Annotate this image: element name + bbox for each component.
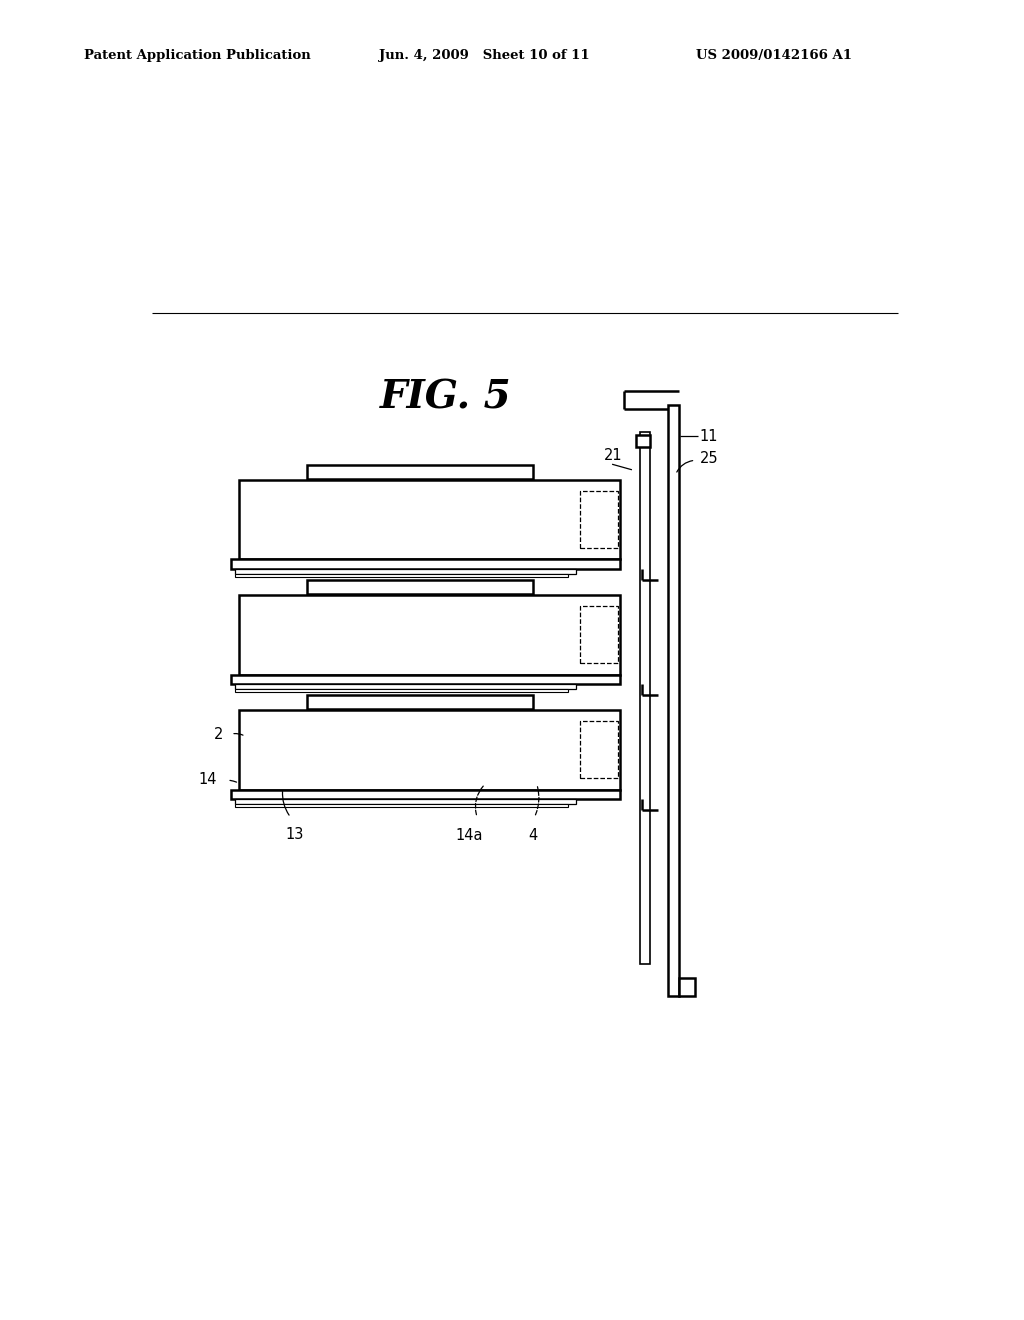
- Bar: [306, 465, 532, 479]
- Bar: [580, 606, 617, 664]
- Bar: [324, 709, 516, 713]
- Bar: [231, 789, 620, 799]
- Text: FIG. 5: FIG. 5: [380, 379, 511, 417]
- Text: 14a: 14a: [456, 829, 483, 843]
- Bar: [668, 405, 679, 997]
- Bar: [236, 574, 568, 577]
- Text: 14: 14: [199, 772, 217, 787]
- Bar: [236, 689, 568, 692]
- Bar: [324, 594, 516, 598]
- Bar: [324, 479, 516, 483]
- Bar: [236, 799, 577, 804]
- Bar: [240, 595, 621, 675]
- Bar: [236, 804, 568, 807]
- Bar: [636, 434, 650, 446]
- Text: Jun. 4, 2009   Sheet 10 of 11: Jun. 4, 2009 Sheet 10 of 11: [379, 49, 590, 62]
- Text: 11: 11: [699, 429, 718, 444]
- Bar: [240, 480, 621, 560]
- Bar: [240, 710, 621, 789]
- Bar: [306, 696, 532, 709]
- Text: 13: 13: [286, 826, 304, 842]
- Text: Patent Application Publication: Patent Application Publication: [84, 49, 310, 62]
- Text: 4: 4: [528, 829, 538, 843]
- Bar: [236, 684, 577, 689]
- Bar: [306, 579, 532, 594]
- Bar: [679, 978, 694, 997]
- Bar: [580, 491, 617, 548]
- Bar: [236, 569, 577, 574]
- Bar: [231, 560, 620, 569]
- Bar: [231, 675, 620, 684]
- Text: 21: 21: [604, 449, 623, 463]
- Bar: [640, 433, 650, 964]
- Text: US 2009/0142166 A1: US 2009/0142166 A1: [696, 49, 852, 62]
- Bar: [580, 721, 617, 779]
- Text: 25: 25: [699, 451, 718, 466]
- Text: 2: 2: [214, 726, 223, 742]
